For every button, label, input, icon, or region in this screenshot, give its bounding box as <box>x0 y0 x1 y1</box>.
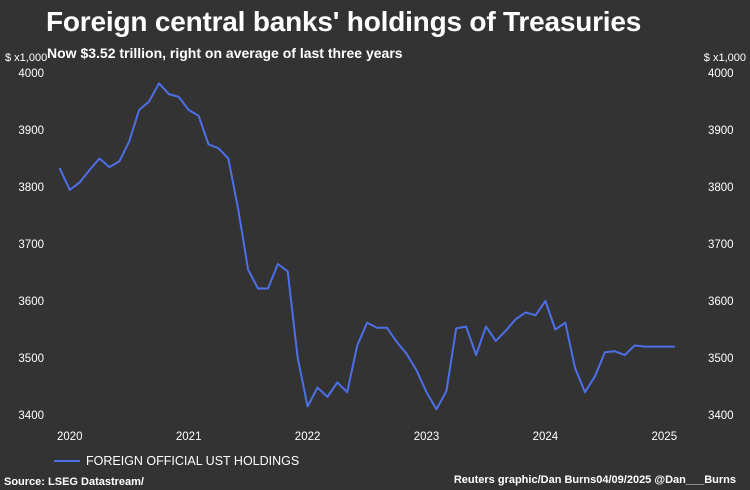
y-tick-label-right: 3700 <box>708 239 734 251</box>
x-tick-label: 2025 <box>652 431 678 443</box>
y-tick-label-right: 3600 <box>708 296 734 308</box>
y-tick-label-left: 3700 <box>18 239 44 251</box>
x-tick-label: 2022 <box>295 431 321 443</box>
y-tick-label-right: 4000 <box>708 68 734 80</box>
y-tick-label-right: 3900 <box>708 125 734 137</box>
chart-subtitle: Now $3.52 trillion, right on average of … <box>47 45 403 61</box>
right-axis-unit-label: $ x1,000 <box>703 52 746 64</box>
series-line <box>58 82 676 411</box>
y-tick-label-left: 4000 <box>18 68 44 80</box>
y-tick-label-right: 3400 <box>708 410 734 422</box>
legend-line-swatch <box>54 460 80 462</box>
y-tick-label-left: 3800 <box>18 182 44 194</box>
y-tick-label-right: 3800 <box>708 182 734 194</box>
x-tick-label: 2024 <box>533 431 559 443</box>
y-tick-label-right: 3500 <box>708 353 734 365</box>
x-tick-label: 2023 <box>414 431 440 443</box>
source-note: Source: LSEG Datastream/ <box>4 476 144 488</box>
x-tick-label: 2021 <box>176 431 202 443</box>
chart-title: Foreign central banks' holdings of Treas… <box>46 6 642 37</box>
legend-label: FOREIGN OFFICIAL UST HOLDINGS <box>86 454 300 468</box>
y-tick-label-left: 3400 <box>18 410 44 422</box>
x-tick-label: 2020 <box>57 431 83 443</box>
y-tick-label-left: 3600 <box>18 296 44 308</box>
y-tick-label-left: 3500 <box>18 353 44 365</box>
chart-legend: FOREIGN OFFICIAL UST HOLDINGS <box>54 454 299 468</box>
y-tick-label-left: 3900 <box>18 125 44 137</box>
credit-note: Reuters graphic/Dan Burns04/09/2025 @Dan… <box>453 474 736 486</box>
left-axis-unit-label: $ x1,000 <box>5 52 48 64</box>
